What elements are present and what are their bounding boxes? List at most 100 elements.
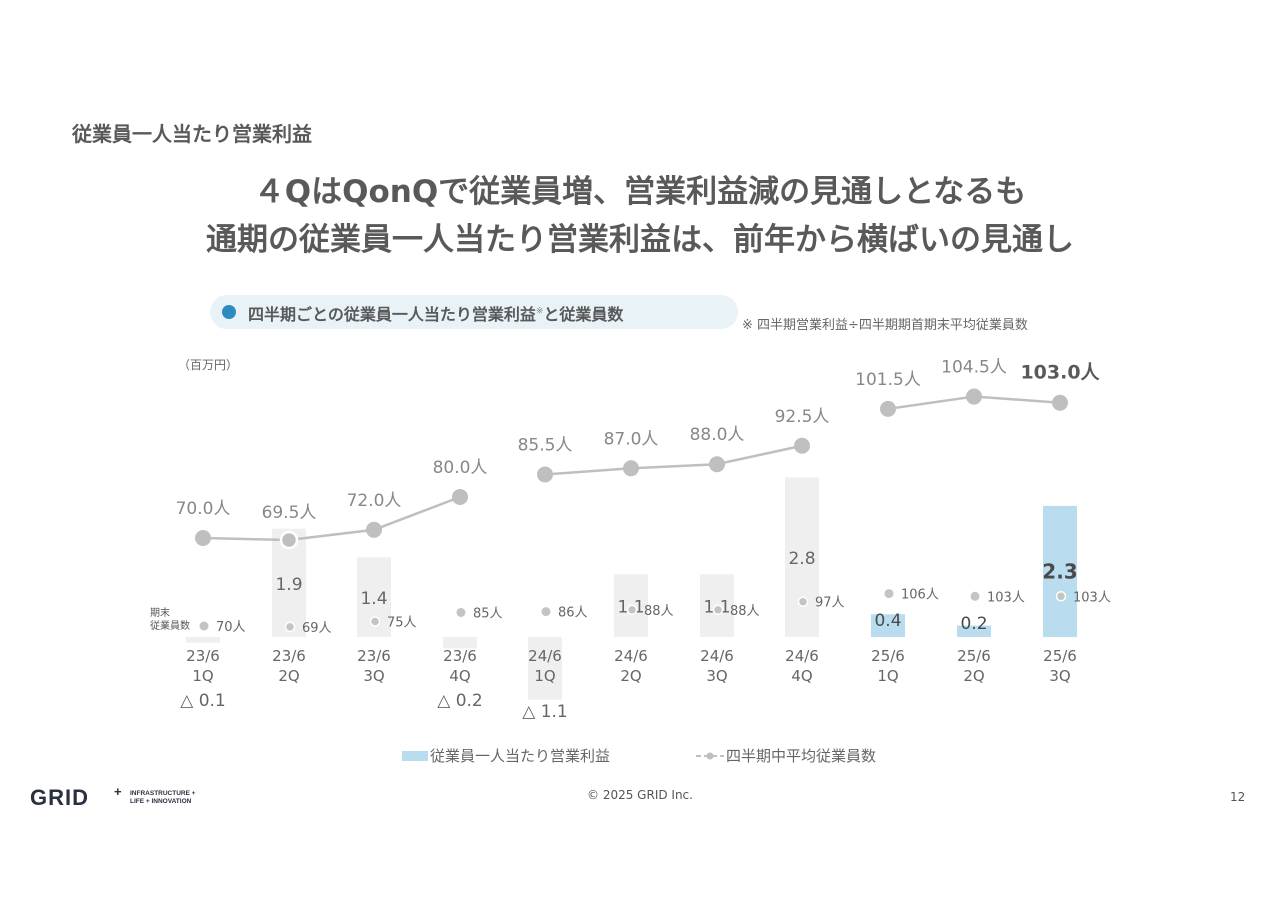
chart-title-label: 四半期ごとの従業員一人当たり営業利益 [248, 305, 536, 324]
grid-logo: GRID + INFRASTRUCTURE + LIFE + INNOVATIO… [30, 784, 220, 814]
x-tick-label-quarter: 2Q [620, 667, 641, 685]
avg-value-label: 88.0人 [690, 425, 745, 445]
avg-point [195, 530, 211, 546]
x-tick-label-year: 23/6 [443, 647, 477, 665]
headline: ４QはQonQで従業員増、営業利益減の見通しとなるも 通期の従業員一人当たり営業… [0, 168, 1280, 264]
bar-value-label: △ 0.1 [180, 691, 226, 711]
avg-value-label: 87.0人 [604, 429, 659, 449]
end-employees-point [369, 616, 381, 627]
avg-value-label: 69.5人 [262, 503, 317, 523]
avg-point [452, 489, 468, 505]
avg-point [537, 466, 553, 483]
headline-line-2: 通期の従業員一人当たり営業利益は、前年から横ばいの見通し [206, 222, 1074, 258]
x-tick-label-quarter: 3Q [706, 667, 727, 685]
copyright: © 2025 GRID Inc. [587, 788, 693, 802]
end-employees-label: 70人 [216, 620, 246, 635]
avg-point [880, 400, 896, 417]
chart-title: 四半期ごとの従業員一人当たり営業利益※と従業員数 [248, 301, 623, 325]
end-employees-point [199, 621, 209, 631]
x-tick-label-quarter: 2Q [278, 667, 299, 685]
avg-line-segment [716, 444, 803, 466]
chart-title-tail: と従業員数 [543, 305, 624, 324]
avg-line-segment [973, 395, 1061, 404]
avg-line-segment [544, 467, 632, 476]
end-employees-label: 88人 [730, 604, 760, 619]
x-tick-label-year: 25/6 [957, 647, 991, 665]
avg-line-segment [887, 395, 975, 411]
x-tick-label-year: 24/6 [614, 647, 648, 665]
bar [871, 614, 905, 637]
avg-point [966, 388, 982, 405]
bar-value-label: 0.4 [874, 611, 901, 631]
avg-value-label: 80.0人 [433, 458, 488, 478]
bar-value-label: 0.2 [960, 614, 987, 634]
x-tick-label-quarter: 3Q [363, 667, 384, 685]
bullet-dot-icon [222, 305, 236, 319]
bar-value-label: 1.9 [275, 575, 302, 595]
end-employees-label: 69人 [302, 621, 332, 636]
page-number: 12 [1230, 790, 1246, 804]
avg-value-label: 70.0人 [176, 499, 231, 519]
logo-tagline-1: INFRASTRUCTURE + [130, 790, 196, 797]
end-employees-label: 86人 [558, 606, 588, 621]
legend-line-label: 四半期中平均従業員数 [726, 747, 876, 765]
bar [528, 637, 562, 700]
x-tick-label-quarter: 4Q [449, 667, 470, 685]
x-tick-label-year: 23/6 [186, 647, 220, 665]
bar-value-label: 1.4 [360, 589, 387, 609]
avg-line-segment [373, 495, 461, 531]
x-tick-label-quarter: 2Q [963, 667, 984, 685]
x-tick-label-year: 24/6 [785, 647, 819, 665]
avg-value-label: 104.5人 [941, 358, 1007, 378]
bar [1043, 505, 1077, 637]
end-employees-point [797, 596, 809, 607]
bar [186, 637, 220, 643]
end-employees-point [626, 604, 638, 616]
avg-point [794, 437, 810, 454]
avg-value-label: 101.5人 [855, 370, 921, 390]
end-employees-label: 97人 [815, 596, 845, 611]
avg-line-segment [630, 462, 718, 470]
legend-bar-swatch [402, 751, 428, 761]
avg-value-label: 103.0人 [1020, 362, 1100, 384]
logo-plus: + [114, 784, 122, 799]
end-employees-label: 88人 [644, 604, 674, 619]
avg-value-label: 85.5人 [518, 435, 573, 455]
x-tick-label-year: 25/6 [871, 647, 905, 665]
avg-point [709, 456, 725, 473]
avg-point [366, 521, 382, 538]
chart-footnote: ※ 四半期営業利益÷四半期期首期末平均従業員数 [742, 318, 1028, 333]
logo-tagline-2: LIFE + INNOVATION [130, 798, 192, 805]
bar [443, 637, 477, 649]
avg-point [1052, 394, 1068, 411]
end-employees-label: 103人 [987, 590, 1025, 605]
x-tick-label-year: 23/6 [272, 647, 306, 665]
x-tick-label-year: 25/6 [1043, 647, 1077, 665]
end-employees-point [712, 604, 724, 616]
x-tick-label-year: 24/6 [700, 647, 734, 665]
avg-line-segment [288, 528, 375, 542]
end-employees-point [884, 589, 894, 599]
bar [957, 625, 991, 637]
bar-value-label: △ 0.2 [437, 691, 483, 711]
avg-value-label: 92.5人 [775, 407, 830, 427]
x-tick-label-year: 23/6 [357, 647, 391, 665]
x-tick-label-quarter: 3Q [1049, 667, 1070, 685]
avg-point [623, 460, 639, 477]
avg-point [279, 530, 299, 550]
unit-label: （百万円） [178, 358, 238, 372]
end-employees-row-label-2: 従業員数 [150, 619, 190, 632]
x-tick-label-year: 24/6 [528, 647, 562, 665]
bar [785, 477, 819, 637]
end-employees-point [284, 621, 296, 633]
end-employees-row-label-1: 期末 [150, 606, 170, 619]
legend-bar-label: 従業員一人当たり営業利益 [430, 747, 610, 765]
end-employees-point [970, 591, 980, 601]
bar-value-label: 2.3 [1042, 559, 1077, 583]
bar-value-label: △ 1.1 [522, 702, 568, 722]
end-employees-label: 103人 [1073, 590, 1111, 605]
x-tick-label-quarter: 4Q [791, 667, 812, 685]
chart-title-pill: 四半期ごとの従業員一人当たり営業利益※と従業員数 [210, 295, 738, 329]
headline-line-1: ４QはQonQで従業員増、営業利益減の見通しとなるも [253, 174, 1027, 210]
